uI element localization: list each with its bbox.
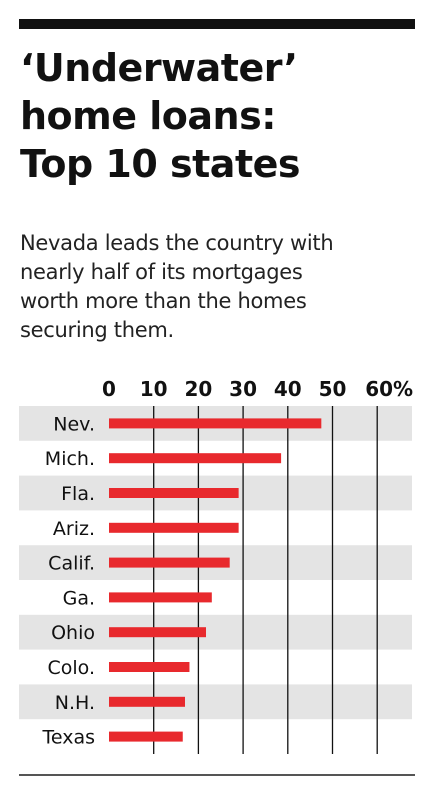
bar (109, 488, 239, 498)
category-label: Mich. (45, 448, 95, 470)
bottom-rule (19, 774, 415, 776)
bar (109, 662, 190, 672)
category-label: Ga. (63, 587, 95, 609)
subtitle-line-1: Nevada leads the country with (20, 231, 334, 255)
row-band (19, 614, 412, 650)
x-tick-label: 60% (365, 377, 413, 401)
category-label: Colo. (48, 657, 96, 679)
title-line-2: home loans: (20, 94, 276, 138)
x-tick-label: 50 (319, 377, 347, 401)
subtitle-line-4: securing them. (20, 318, 174, 342)
bar (109, 453, 282, 464)
bar-chart: 0 10 20 30 40 50 60% Nev. Mich. Fla. Ariz. Calif. Ga… (19, 377, 413, 754)
bar (109, 522, 239, 533)
bar (109, 592, 212, 603)
category-label: Nev. (53, 413, 95, 435)
subtitle-line-3: worth more than the homes (20, 289, 307, 313)
category-label: Ariz. (53, 518, 95, 540)
category-label: Ohio (51, 622, 95, 644)
x-tick-label: 20 (184, 377, 212, 401)
chart-subtitle: Nevada leads the country with nearly hal… (20, 229, 420, 345)
category-label: Fla. (61, 483, 95, 505)
top-rule (19, 19, 415, 29)
x-tick-label: 30 (229, 377, 257, 401)
bar (109, 557, 230, 568)
x-tick-label: 40 (274, 377, 302, 401)
title-line-1: ‘Underwater’ (20, 46, 298, 90)
bar (109, 627, 206, 638)
row-band (19, 684, 412, 720)
category-label: N.H. (55, 692, 95, 714)
subtitle-line-2: nearly half of its mortgages (20, 260, 303, 284)
page-title: ‘Underwater’ home loans: Top 10 states (20, 44, 420, 188)
bar (109, 418, 322, 429)
category-label: Texas (41, 727, 95, 749)
bar (109, 696, 185, 707)
x-tick-label: 0 (102, 377, 116, 401)
title-line-3: Top 10 states (20, 142, 301, 186)
bar (109, 731, 183, 742)
category-label: Calif. (48, 553, 95, 575)
x-tick-label: 10 (140, 377, 168, 401)
